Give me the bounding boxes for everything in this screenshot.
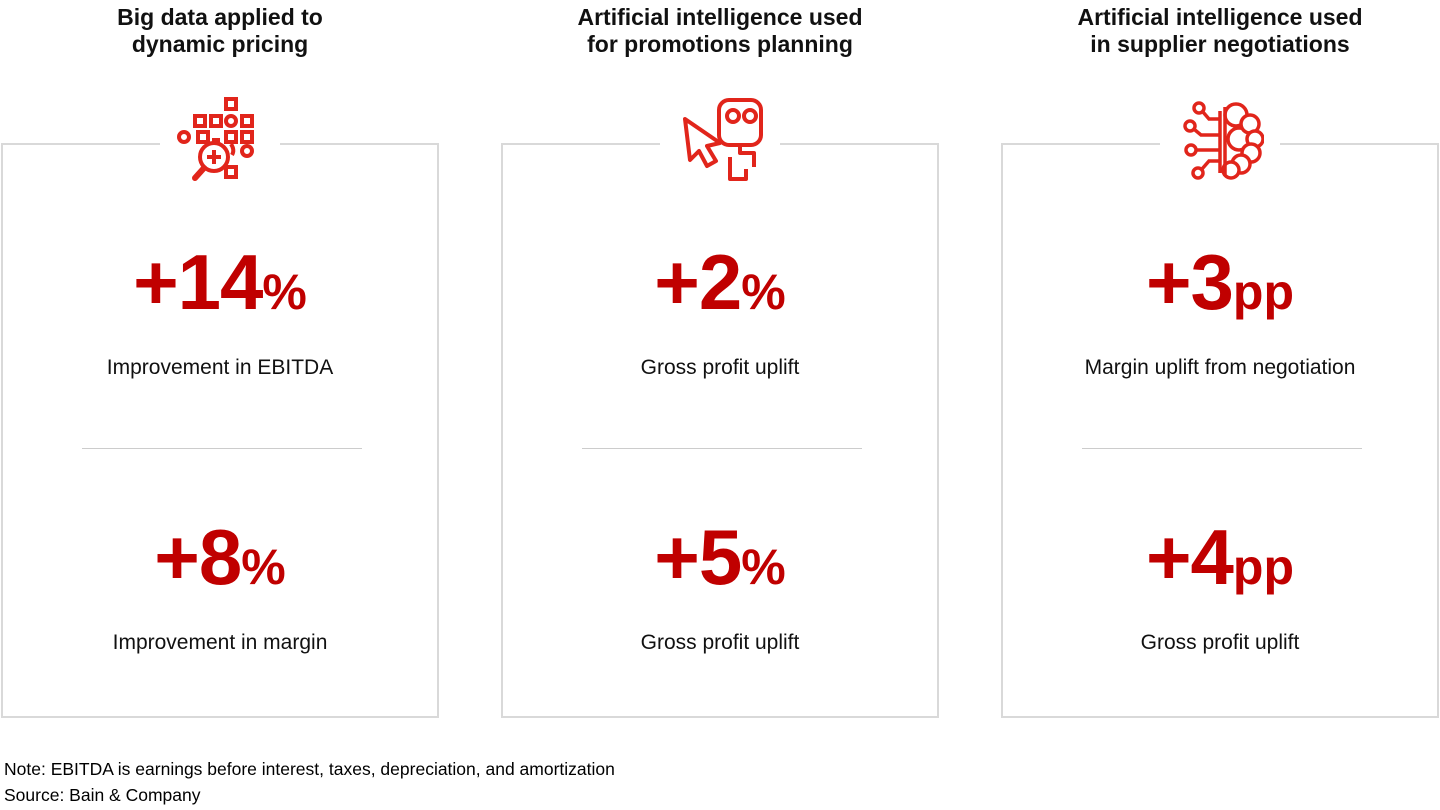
- stat-label: Improvement in margin: [112, 631, 328, 654]
- column-title: Artificial intelligence used for promotio…: [501, 4, 939, 60]
- stat-value: +2%: [503, 242, 937, 332]
- stat-value: +4pp: [1003, 517, 1437, 607]
- stat-card: +14% Improvement in EBITDA +8% Improveme…: [1, 95, 439, 718]
- stat-label: Gross profit uplift: [640, 356, 800, 379]
- stat-label: Margin uplift from negotiation: [1084, 356, 1356, 379]
- stat-value: +5%: [503, 517, 937, 607]
- column-title-line1: Artificial intelligence used: [577, 4, 863, 30]
- stat-unit: pp: [1232, 539, 1295, 595]
- stat-columns: Big data applied to dynamic pricing: [1, 4, 1439, 718]
- card-divider: [82, 448, 362, 449]
- column-title: Artificial intelligence used in supplier …: [1001, 4, 1439, 60]
- stat-block-top: +3pp Margin uplift from negotiation: [1003, 242, 1437, 381]
- magnifier-over-data-points-icon: [160, 95, 280, 183]
- stat-card: +3pp Margin uplift from negotiation +4pp…: [1001, 95, 1439, 718]
- column-supplier-negotiations: Artificial intelligence used in supplier …: [1001, 4, 1439, 718]
- stat-block-bottom: +8% Improvement in margin: [3, 517, 437, 656]
- card-divider: [1082, 448, 1362, 449]
- stat-unit: %: [741, 539, 786, 595]
- column-title-line2: for promotions planning: [587, 31, 853, 57]
- column-title-line2: in supplier negotiations: [1090, 31, 1350, 57]
- card-divider: [582, 448, 862, 449]
- cursor-clicking-robot-icon: [660, 95, 780, 183]
- stat-block-bottom: +4pp Gross profit uplift: [1003, 517, 1437, 656]
- stat-number: +14: [133, 238, 263, 326]
- stat-unit: %: [741, 264, 786, 320]
- stat-card: +2% Gross profit uplift +5% Gross profit…: [501, 95, 939, 718]
- column-promotions-planning: Artificial intelligence used for promotio…: [501, 4, 939, 718]
- footer-notes: Note: EBITDA is earnings before interest…: [4, 756, 615, 808]
- stat-block-top: +2% Gross profit uplift: [503, 242, 937, 381]
- stat-number: +2: [654, 238, 742, 326]
- stat-block-bottom: +5% Gross profit uplift: [503, 517, 937, 656]
- column-title: Big data applied to dynamic pricing: [1, 4, 439, 60]
- stat-number: +5: [654, 513, 742, 601]
- stat-unit: %: [262, 264, 307, 320]
- column-title-line1: Big data applied to: [117, 4, 323, 30]
- stat-value: +3pp: [1003, 242, 1437, 332]
- stat-unit: %: [241, 539, 286, 595]
- stat-number: +8: [154, 513, 242, 601]
- stat-label: Improvement in EBITDA: [106, 356, 334, 379]
- stat-value: +8%: [3, 517, 437, 607]
- stat-label: Gross profit uplift: [1140, 631, 1300, 654]
- stat-number: +3: [1145, 238, 1234, 326]
- note-text: Note: EBITDA is earnings before interest…: [4, 759, 615, 779]
- stat-block-top: +14% Improvement in EBITDA: [3, 242, 437, 381]
- source-text: Source: Bain & Company: [4, 785, 201, 805]
- stat-label: Gross profit uplift: [640, 631, 800, 654]
- ai-brain-circuit-icon: [1160, 95, 1280, 183]
- stat-value: +14%: [3, 242, 437, 332]
- stat-unit: pp: [1232, 264, 1295, 320]
- stat-number: +4: [1145, 513, 1234, 601]
- column-dynamic-pricing: Big data applied to dynamic pricing: [1, 4, 439, 718]
- column-title-line1: Artificial intelligence used: [1077, 4, 1363, 30]
- column-title-line2: dynamic pricing: [131, 31, 309, 57]
